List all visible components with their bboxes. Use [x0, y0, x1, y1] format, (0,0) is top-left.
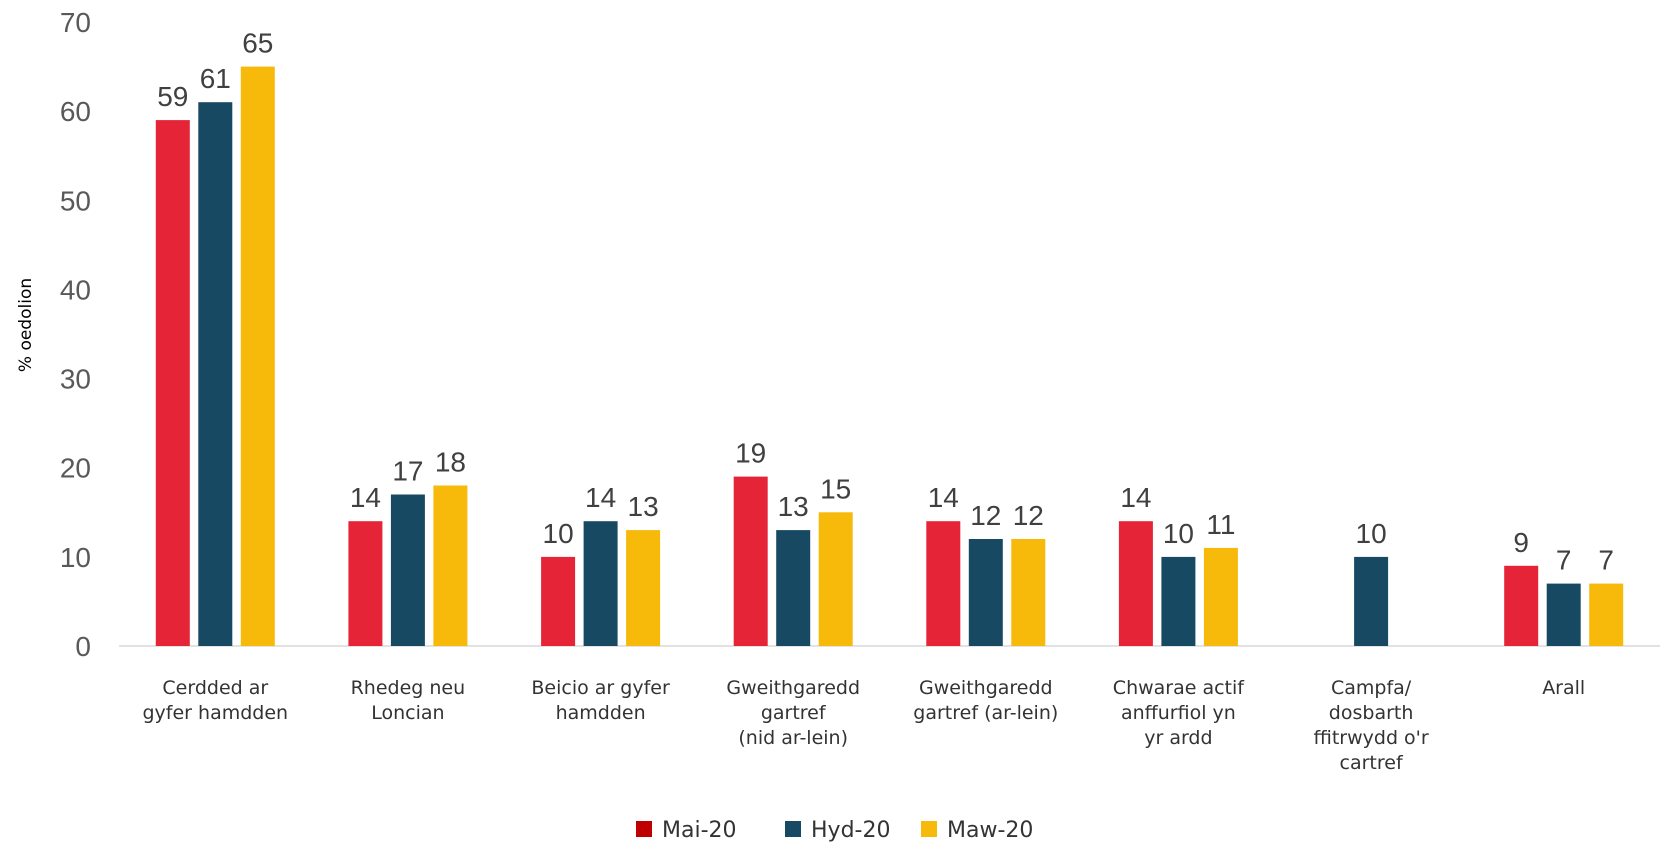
- data-label: 59: [157, 81, 188, 112]
- bar: [155, 120, 190, 647]
- category-label: gartref: [761, 702, 827, 724]
- category-label: (nid ar-lein): [738, 727, 848, 749]
- data-label: 12: [970, 500, 1001, 531]
- data-label: 10: [1356, 518, 1387, 549]
- category-label: Rhedeg neu: [351, 677, 466, 699]
- bar: [1546, 583, 1581, 646]
- data-label: 14: [928, 482, 959, 513]
- bar: [818, 512, 853, 646]
- data-label: 13: [778, 491, 809, 522]
- y-tick-label: 50: [60, 185, 91, 216]
- legend-swatch: [785, 821, 801, 837]
- data-label: 7: [1556, 545, 1572, 576]
- data-label: 9: [1513, 527, 1529, 558]
- category-label: yr ardd: [1144, 727, 1212, 749]
- legend-swatch: [921, 821, 937, 837]
- legend: Mai-20 Hyd-20 Maw-20: [636, 818, 1033, 843]
- category-label: gyfer hamdden: [143, 702, 289, 724]
- category-label: Arall: [1542, 677, 1585, 699]
- bar: [390, 494, 425, 646]
- data-label: 15: [820, 473, 851, 504]
- bar: [1589, 583, 1624, 646]
- category-label: Gweithgaredd: [919, 677, 1053, 699]
- category-label: hamdden: [556, 702, 646, 724]
- data-label: 14: [1120, 482, 1151, 513]
- bar: [776, 530, 811, 646]
- bar: [348, 521, 383, 646]
- y-tick-label: 20: [60, 453, 91, 484]
- y-axis-title: % oedolion: [16, 278, 36, 372]
- bar: [1354, 556, 1389, 646]
- data-label: 14: [585, 482, 616, 513]
- legend-label: Hyd-20: [811, 818, 890, 843]
- y-tick-label: 70: [60, 7, 91, 38]
- y-tick-label: 40: [60, 274, 91, 305]
- bar: [626, 530, 661, 646]
- category-label: Beicio ar gyfer: [531, 677, 670, 699]
- category-label: Loncian: [371, 702, 444, 724]
- data-label: 10: [543, 518, 574, 549]
- legend-swatch: [636, 821, 652, 837]
- category-label: dosbarth: [1329, 702, 1414, 724]
- data-labels-group: 59 14 10 19 14 14 9 61 17 14 13 12 10 10 7 65 18 13 15 12 11…: [157, 28, 1614, 576]
- bar: [1161, 556, 1196, 646]
- bar: [926, 521, 961, 646]
- bar: [733, 476, 768, 646]
- bars-group: [155, 66, 1624, 647]
- bar: [1011, 539, 1046, 646]
- data-label: 13: [628, 491, 659, 522]
- data-label: 17: [392, 456, 423, 487]
- y-tick-label: 60: [60, 96, 91, 127]
- category-label: anffurfiol yn: [1121, 702, 1236, 724]
- category-label: Gweithgaredd: [726, 677, 860, 699]
- bar: [541, 556, 576, 646]
- bar: [433, 485, 468, 646]
- data-label: 14: [350, 482, 381, 513]
- data-label: 65: [242, 28, 273, 59]
- y-tick-label: 10: [60, 542, 91, 573]
- category-label: ffitrwydd o'r: [1313, 727, 1428, 749]
- bar: [1203, 547, 1238, 646]
- bar: [583, 521, 618, 646]
- legend-label: Maw-20: [947, 818, 1033, 843]
- bar: [240, 66, 275, 647]
- data-label: 12: [1013, 500, 1044, 531]
- y-tick-label: 30: [60, 364, 91, 395]
- bar: [1118, 521, 1153, 646]
- bar: [968, 539, 1003, 646]
- category-label: Cerdded ar: [162, 677, 268, 699]
- category-labels-group: Cerdded ar gyfer hamdden Rhedeg neu Loncian…: [143, 677, 1586, 774]
- category-label: Chwarae actif: [1113, 677, 1245, 699]
- bar: [198, 102, 233, 646]
- bar: [1504, 565, 1539, 646]
- data-label: 61: [200, 63, 231, 94]
- category-label: Campfa/: [1331, 677, 1412, 699]
- y-axis: 0 10 20 30 40 50 60 70: [60, 7, 91, 662]
- category-label: gartref (ar-lein): [913, 702, 1058, 724]
- data-label: 18: [435, 447, 466, 478]
- y-tick-label: 0: [75, 631, 91, 662]
- category-label: cartref: [1340, 752, 1404, 774]
- data-label: 11: [1206, 509, 1235, 540]
- data-label: 19: [735, 438, 766, 469]
- data-label: 10: [1163, 518, 1194, 549]
- data-label: 7: [1598, 545, 1614, 576]
- legend-label: Mai-20: [662, 818, 737, 843]
